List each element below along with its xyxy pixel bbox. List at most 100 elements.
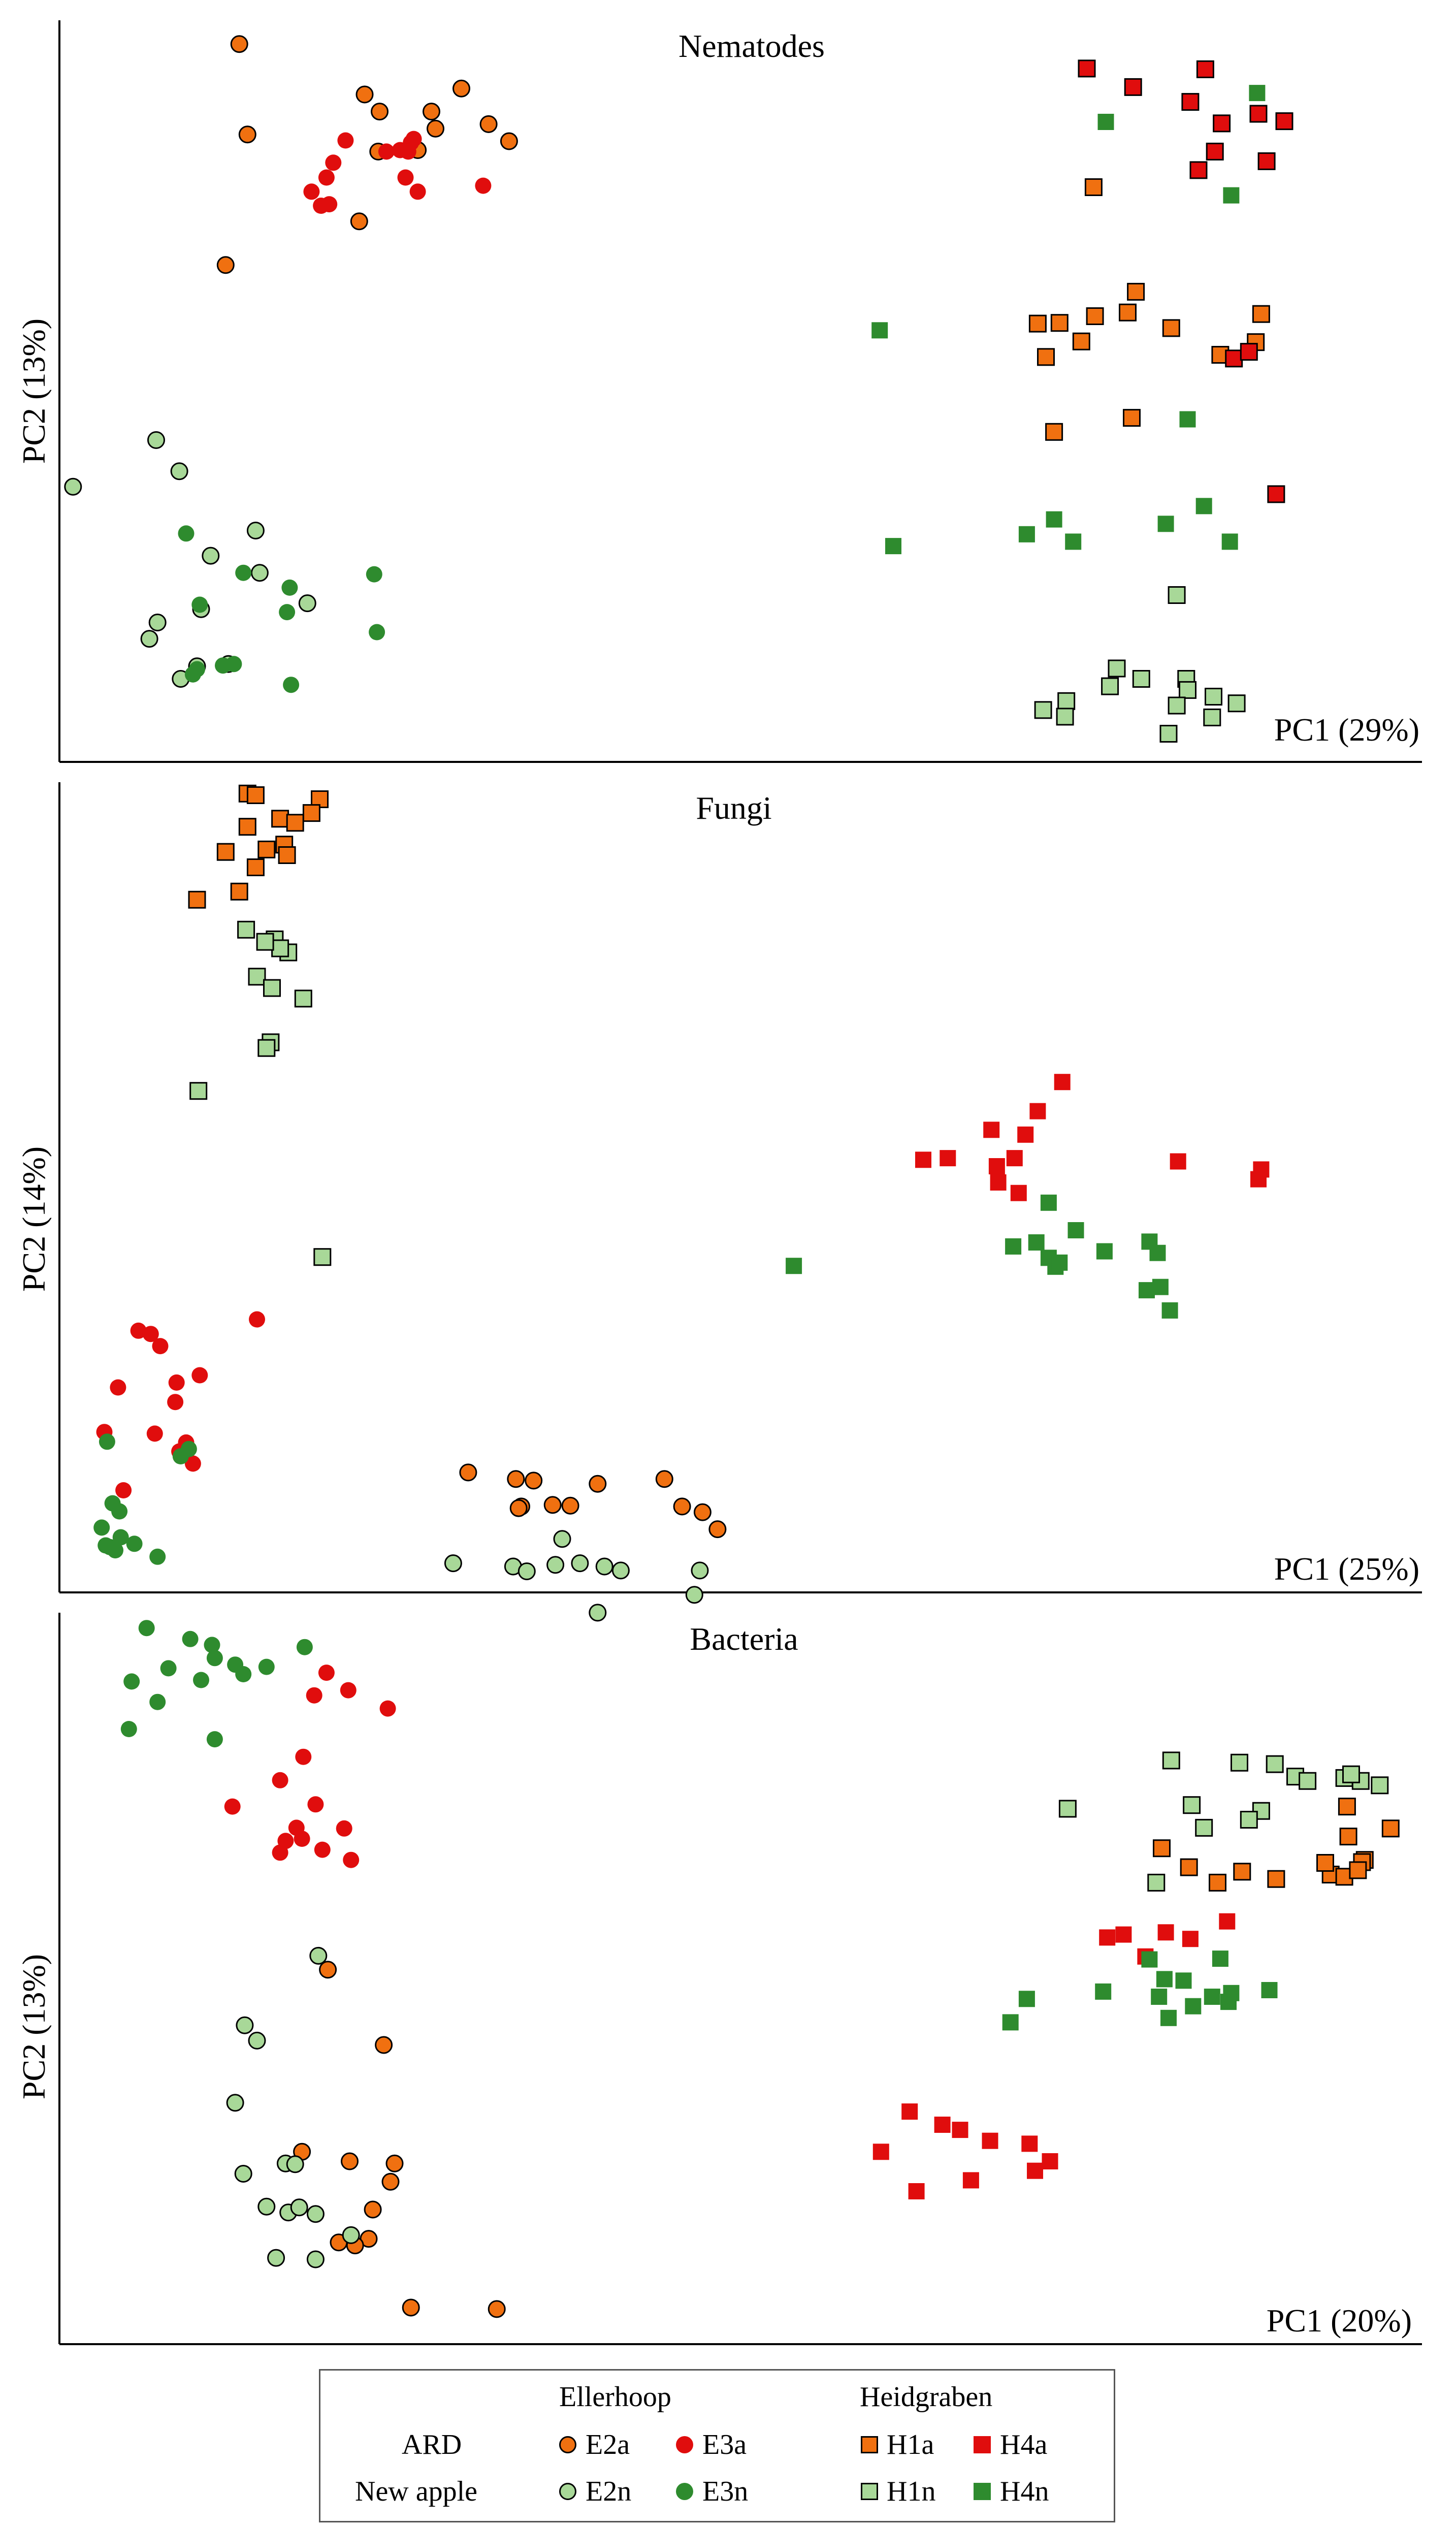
data-point-bacteria-e3n [296,1639,313,1655]
legend-marker-h1a [861,2436,878,2453]
data-point-nematodes-h1a [1086,307,1104,325]
data-point-fungi-e3n [93,1519,110,1536]
data-point-bacteria-e2n [236,2016,254,2034]
data-point-bacteria-h4a [934,2117,951,2133]
data-point-fungi-h4a [1029,1103,1046,1120]
legend-marker-h4n [974,2483,991,2500]
data-point-fungi-h1n [313,1248,332,1266]
data-point-nematodes-h4n [1179,411,1196,428]
data-point-nematodes-h4n [1223,187,1240,204]
data-point-fungi-e2n [546,1556,565,1574]
data-point-fungi-h1a [257,840,276,858]
legend-marker-e3a [676,2436,693,2453]
data-point-nematodes-h1n [1108,659,1126,678]
data-point-bacteria-h4n [1095,1983,1112,2000]
legend-marker-h1n [861,2483,878,2500]
data-point-fungi-h1a [188,890,206,909]
data-point-bacteria-h4n [1151,1989,1168,2005]
data-point-nematodes-h4n [1018,526,1035,542]
data-point-nematodes-h4a [1181,93,1200,111]
x-axis-label-fungi: PC1 (25%) [1274,1551,1419,1587]
data-point-bacteria-e2n [286,2155,304,2173]
data-point-nematodes-e2n [246,522,265,539]
data-point-bacteria-h1a [1153,1839,1171,1858]
data-point-fungi-e2n [589,1604,607,1622]
data-point-fungi-e2a [693,1503,711,1521]
data-point-bacteria-h4a [1115,1926,1132,1943]
y-axis-label-fungi: PC2 (14%) [16,1146,52,1292]
data-point-nematodes-h4a [1078,59,1096,78]
data-point-bacteria-e2a [319,1961,337,1979]
data-point-bacteria-h4a [952,2122,968,2138]
data-point-fungi-h4n [1152,1278,1169,1295]
data-point-fungi-h4a [988,1158,1005,1174]
data-point-bacteria-e3a [224,1798,241,1815]
legend-title-ellerhoop: Ellerhoop [559,2381,671,2413]
data-point-nematodes-h4n [1097,114,1114,130]
data-point-bacteria-e3n [258,1658,275,1675]
data-point-bacteria-e2n [306,2250,325,2268]
data-point-fungi-e2n [553,1530,571,1548]
data-point-nematodes-e3n [281,579,298,596]
data-point-bacteria-h1a [1233,1863,1251,1881]
data-point-nematodes-h1n [1179,681,1196,699]
data-point-bacteria-e3n [123,1673,140,1690]
data-point-nematodes-h1a [1072,332,1090,350]
data-point-nematodes-h1a [1119,303,1137,322]
data-point-fungi-h1a [238,818,256,836]
data-point-fungi-e3n [99,1433,115,1450]
data-point-bacteria-h4n [1261,1982,1278,1998]
data-point-fungi-h4a [1017,1126,1034,1143]
data-point-bacteria-e3a [379,1700,396,1717]
data-point-nematodes-h1n [1203,708,1221,726]
data-point-nematodes-h1n [1159,725,1178,743]
data-point-bacteria-h4n [1220,1994,1237,2010]
data-point-nematodes-h4a [1257,152,1276,170]
data-point-fungi-h1a [278,846,296,864]
data-point-fungi-h4n [786,1258,802,1274]
data-point-fungi-e3a [184,1455,201,1472]
data-point-bacteria-h1a [1267,1870,1285,1888]
data-point-bacteria-h4a [908,2183,925,2199]
data-point-bacteria-e3a [343,1851,360,1868]
data-point-nematodes-e2n [147,431,165,449]
data-point-fungi-e2a [525,1472,543,1490]
data-point-nematodes-e2n [250,564,269,582]
data-point-bacteria-e3n [204,1637,220,1653]
data-point-nematodes-e3a [321,196,338,213]
data-point-nematodes-e2a [371,103,389,121]
data-point-nematodes-e2n [170,462,188,481]
data-point-nematodes-e3a [397,169,414,186]
data-point-bacteria-h4a [1021,2135,1038,2152]
data-point-bacteria-e3a [272,1772,288,1788]
data-point-fungi-e3a [142,1326,159,1342]
data-point-fungi-e2n [595,1557,613,1576]
data-point-nematodes-e3n [178,525,195,542]
data-point-nematodes-e2a [479,115,498,133]
data-point-bacteria-e3n [206,1731,223,1748]
data-point-nematodes-h1a [1162,319,1180,337]
data-point-bacteria-h1n [1162,1751,1180,1770]
data-point-nematodes-e3a [378,143,395,160]
data-point-fungi-e3a [146,1425,163,1442]
data-point-bacteria-h4a [1182,1931,1199,1947]
data-point-fungi-e2a [509,1499,528,1517]
data-point-nematodes-h4a [1225,349,1243,368]
data-point-fungi-h1a [230,882,248,901]
data-point-nematodes-h1n [1227,694,1246,713]
data-point-nematodes-h4n [885,538,901,555]
points-bacteria [120,1620,1400,2318]
data-point-nematodes-e2n [140,630,158,648]
data-point-bacteria-e2n [257,2197,276,2216]
data-point-bacteria-h4a [1027,2162,1043,2179]
y-axis-label-bacteria: PC2 (13%) [16,1954,52,2099]
data-point-bacteria-e2n [226,2094,244,2112]
data-point-fungi-e2a [673,1497,691,1516]
data-point-fungi-h1a [216,843,235,861]
data-point-fungi-h1a [286,814,304,832]
data-point-bacteria-h4n [1175,1972,1192,1989]
data-point-bacteria-e3n [160,1660,177,1677]
data-point-bacteria-e3n [182,1630,199,1647]
legend-label-h4a: H4a [1000,2429,1048,2460]
data-point-nematodes-h4n [1046,511,1062,528]
